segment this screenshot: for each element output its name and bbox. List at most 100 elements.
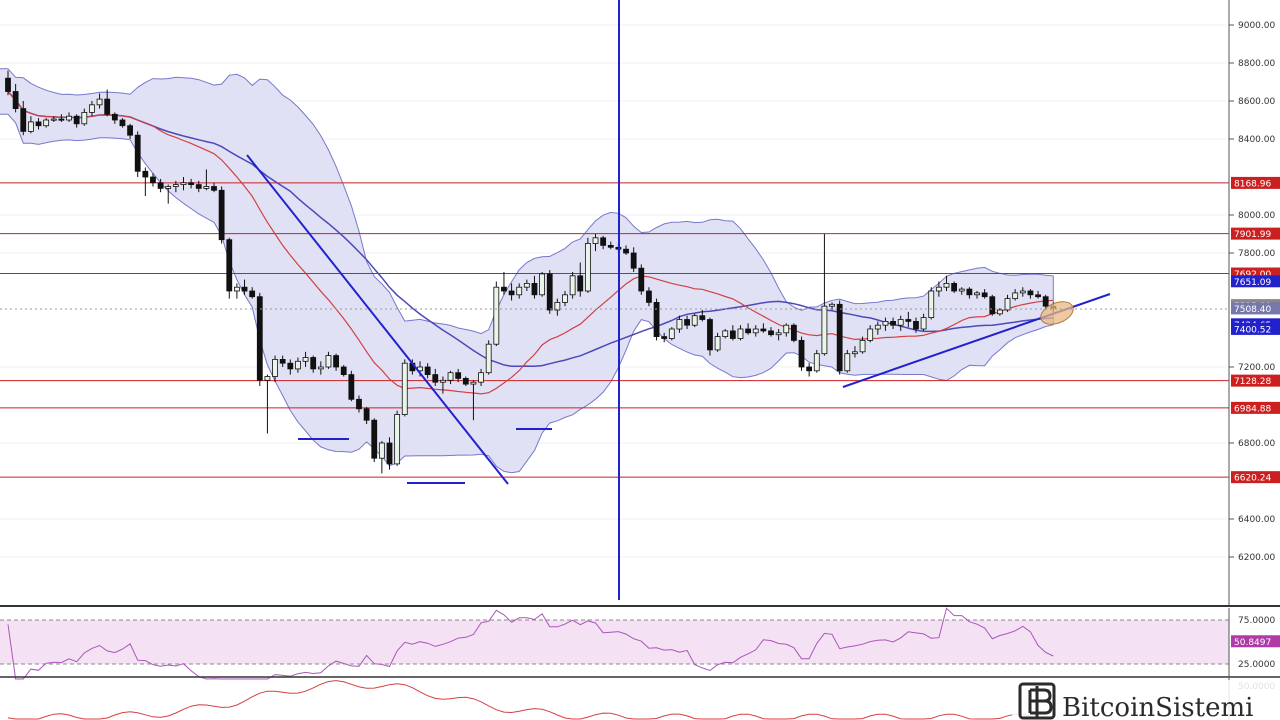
- candle-body: [165, 186, 172, 189]
- candle-body: [836, 303, 843, 372]
- rsi-current-tag: [1231, 635, 1280, 648]
- candle-body: [676, 319, 683, 330]
- candle-body: [1004, 298, 1011, 311]
- level-tag-label: 8168.96: [1234, 179, 1271, 189]
- candle-body: [897, 319, 904, 326]
- candle-body: [256, 296, 263, 381]
- candle-body: [790, 324, 797, 341]
- rsi-band-area: [0, 620, 1229, 664]
- candle-body: [43, 119, 50, 127]
- support-resistance-levels: [0, 182, 1229, 478]
- price-tick-label: 6200.00: [1238, 553, 1275, 563]
- candle-body: [951, 282, 958, 292]
- price-tag: [1231, 322, 1280, 335]
- candle-body: [806, 366, 813, 372]
- candle-body: [211, 186, 217, 191]
- candle-body: [646, 290, 652, 303]
- candle-body: [684, 319, 690, 326]
- candle-body: [58, 118, 65, 121]
- candle-body: [96, 98, 103, 106]
- candle-body: [348, 374, 355, 400]
- candle-body: [50, 118, 57, 121]
- downtrend-line: [246, 154, 509, 485]
- candle-body: [1027, 290, 1034, 296]
- candle-body: [752, 328, 759, 334]
- candle-body: [455, 372, 462, 379]
- price-tags: 8168.96 7901.99 7692.00 7128.28 6984.88 6620.…: [1231, 176, 1280, 484]
- candle-body: [226, 239, 233, 292]
- candle-body: [607, 244, 614, 248]
- fast-moving-average-line: [7, 91, 1054, 395]
- level-tag-label: 7128.28: [1234, 377, 1271, 387]
- rsi-line: [7, 607, 1054, 680]
- candle-body: [249, 290, 256, 298]
- candle-body: [317, 366, 324, 370]
- candle-body: [333, 355, 339, 368]
- price-tick-label: 8600.00: [1238, 97, 1275, 107]
- candle-body: [35, 121, 42, 127]
- lower-oscillator-line: [7, 680, 1054, 720]
- candle-body: [974, 292, 980, 296]
- candle-body: [218, 189, 225, 241]
- price-tag: [1231, 275, 1280, 288]
- price-tag-label: 7400.52: [1234, 325, 1271, 335]
- candle-body: [5, 77, 11, 92]
- candle-body: [295, 360, 301, 370]
- candle-body: [859, 339, 866, 353]
- candle-body: [424, 366, 431, 375]
- candle-body: [729, 330, 736, 339]
- candle-body: [554, 301, 561, 311]
- candle-body: [302, 357, 309, 362]
- candle-body: [73, 115, 80, 125]
- candle-body: [584, 243, 591, 292]
- level-tag-label: 7692.00: [1234, 270, 1271, 280]
- candle-body: [104, 98, 111, 115]
- candle-body: [12, 91, 19, 110]
- candle-body: [920, 317, 927, 330]
- candle-body: [310, 357, 317, 370]
- candle-body: [775, 332, 782, 336]
- candle-body: [722, 330, 729, 337]
- candle-body: [737, 328, 744, 339]
- moving-averages: [7, 91, 1054, 395]
- candle-body: [745, 328, 752, 334]
- candle-body: [172, 184, 179, 187]
- bollinger-band-area: [0, 68, 1054, 474]
- candle-body: [768, 330, 774, 336]
- candle-body: [157, 182, 164, 189]
- price-tag: [1231, 302, 1280, 315]
- level-tag: [1231, 471, 1280, 484]
- candle-body: [447, 372, 454, 381]
- trend-drawings: [0, 0, 1229, 600]
- candle-body: [913, 320, 919, 330]
- candle-body: [546, 273, 553, 311]
- bollinger-bands: [0, 68, 1054, 474]
- highlight-ellipse: [1040, 301, 1074, 325]
- candle-body: [829, 303, 835, 307]
- candle-body: [279, 358, 286, 364]
- rsi-current-label: 50.8497: [1234, 638, 1271, 648]
- candle-body: [81, 112, 88, 125]
- price-pane: [0, 0, 1229, 600]
- candle-body: [874, 324, 881, 330]
- level-tag: [1231, 401, 1280, 414]
- candle-body: [600, 237, 607, 246]
- candle-body: [1019, 290, 1026, 294]
- candle-body: [378, 442, 385, 459]
- candle-body: [890, 320, 896, 326]
- candle-body: [1035, 294, 1041, 298]
- bitcoinsistemi-watermark: BitcoinSistemi: [1012, 680, 1280, 720]
- candle-body: [958, 288, 965, 292]
- candle-body: [905, 319, 912, 322]
- candle-body: [699, 315, 706, 320]
- candle-body: [577, 275, 584, 292]
- level-tag-label: 6620.24: [1234, 474, 1271, 484]
- candle-body: [798, 339, 805, 368]
- candle-body: [20, 108, 27, 132]
- candle-body: [89, 104, 95, 113]
- level-tag: [1231, 374, 1280, 387]
- candle-body: [783, 324, 790, 334]
- candle-body: [989, 296, 996, 315]
- candle-body: [66, 115, 72, 121]
- rsi-pane: 75.0000 25.0000 50.8497: [0, 607, 1280, 680]
